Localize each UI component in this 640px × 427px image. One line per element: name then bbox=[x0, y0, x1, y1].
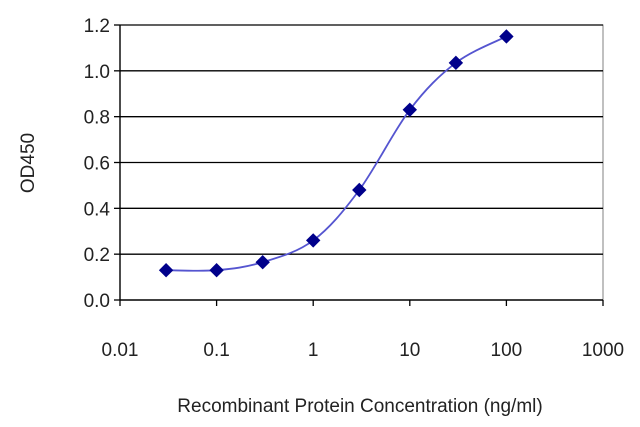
y-tick-label: 1.2 bbox=[84, 16, 110, 37]
y-axis-title: OD450 bbox=[18, 133, 39, 193]
y-tick-label: 0.6 bbox=[84, 154, 110, 175]
y-tick-label: 0.0 bbox=[84, 291, 110, 312]
x-tick-label: 100 bbox=[491, 340, 523, 361]
x-axis-ticks: 0.01 0.1 1 10 100 1000 bbox=[102, 300, 624, 361]
x-tick-label: 0.01 bbox=[102, 340, 139, 361]
x-axis-title: Recombinant Protein Concentration (ng/ml… bbox=[177, 396, 542, 417]
data-point bbox=[305, 233, 321, 248]
data-point bbox=[402, 102, 418, 117]
y-tick-label: 0.4 bbox=[84, 199, 111, 220]
data-point bbox=[158, 263, 174, 278]
data-series bbox=[158, 29, 514, 278]
x-tick-label: 1000 bbox=[582, 340, 624, 361]
x-tick-label: 10 bbox=[399, 340, 420, 361]
data-point bbox=[209, 263, 224, 278]
data-point bbox=[255, 254, 270, 270]
data-point bbox=[448, 55, 464, 71]
x-tick-label: 0.1 bbox=[203, 340, 229, 361]
data-point bbox=[499, 29, 514, 44]
y-axis-ticks: 0.0 0.2 0.4 0.6 0.8 1.0 1.2 bbox=[84, 16, 120, 312]
y-tick-label: 0.8 bbox=[84, 108, 110, 129]
y-tick-label: 0.2 bbox=[84, 245, 110, 266]
series-line bbox=[166, 35, 507, 272]
y-tick-label: 1.0 bbox=[84, 62, 110, 83]
x-tick-label: 1 bbox=[308, 340, 319, 361]
data-point bbox=[352, 182, 367, 198]
